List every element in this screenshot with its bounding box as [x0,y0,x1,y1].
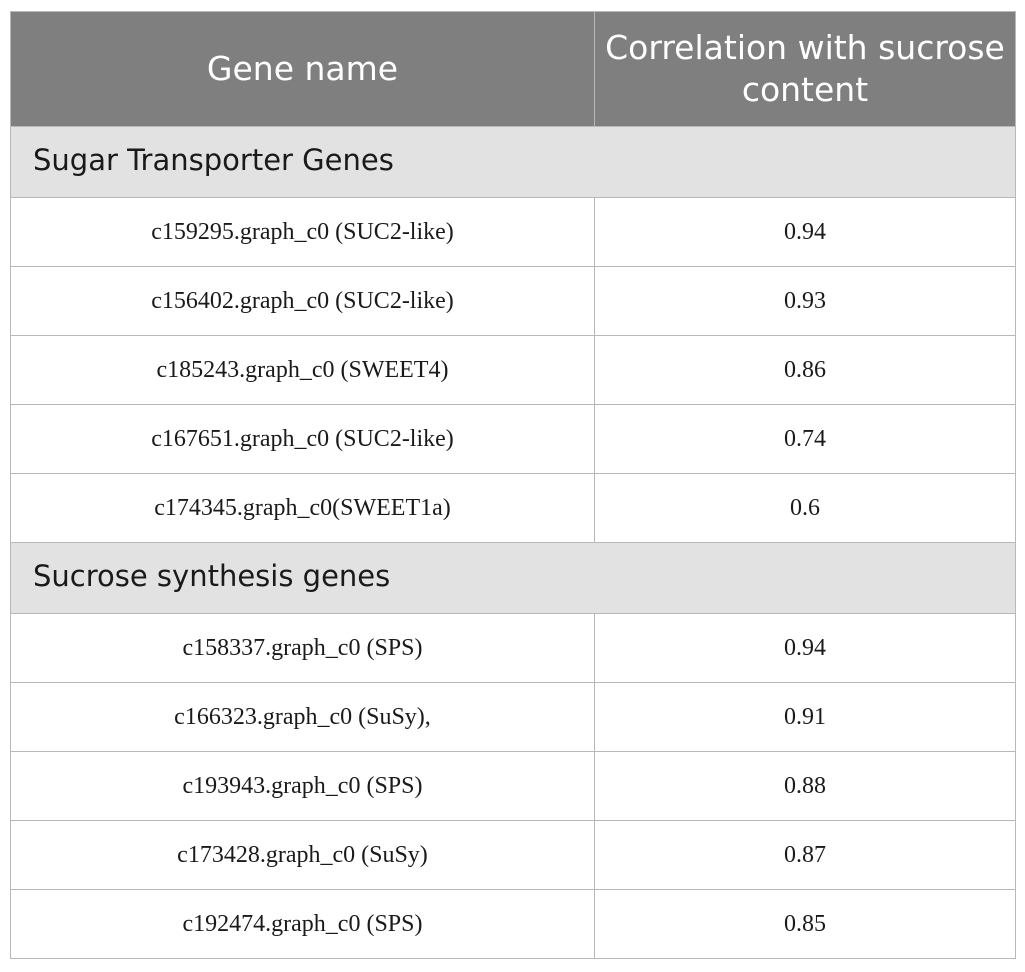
table-row: c185243.graph_c0 (SWEET4) 0.86 [10,335,1016,405]
table-row: c174345.graph_c0(SWEET1a) 0.6 [10,473,1016,543]
section-title: Sugar Transporter Genes [10,126,1016,198]
table-row: c158337.graph_c0 (SPS) 0.94 [10,613,1016,683]
header-gene-name: Gene name [10,11,595,127]
correlation-cell: 0.91 [594,682,1016,752]
section-row-sucrose-synthesis: Sucrose synthesis genes [10,542,1016,614]
gene-name-cell: c166323.graph_c0 (SuSy), [10,682,595,752]
table-row: c193943.graph_c0 (SPS) 0.88 [10,751,1016,821]
correlation-cell: 0.86 [594,335,1016,405]
correlation-cell: 0.93 [594,266,1016,336]
gene-name-cell: c156402.graph_c0 (SUC2-like) [10,266,595,336]
table-row: c167651.graph_c0 (SUC2-like) 0.74 [10,404,1016,474]
table-row: c166323.graph_c0 (SuSy), 0.91 [10,682,1016,752]
gene-name-cell: c192474.graph_c0 (SPS) [10,889,595,959]
gene-name-cell: c193943.graph_c0 (SPS) [10,751,595,821]
gene-name-cell: c167651.graph_c0 (SUC2-like) [10,404,595,474]
gene-name-cell: c185243.graph_c0 (SWEET4) [10,335,595,405]
table-header-row: Gene name Correlation with sucrose conte… [10,11,1016,127]
correlation-cell: 0.94 [594,197,1016,267]
header-correlation: Correlation with sucrose content [594,11,1016,127]
gene-name-cell: c158337.graph_c0 (SPS) [10,613,595,683]
gene-name-cell: c173428.graph_c0 (SuSy) [10,820,595,890]
correlation-cell: 0.85 [594,889,1016,959]
correlation-cell: 0.87 [594,820,1016,890]
table-row: c156402.graph_c0 (SUC2-like) 0.93 [10,266,1016,336]
correlation-cell: 0.88 [594,751,1016,821]
table-row: c173428.graph_c0 (SuSy) 0.87 [10,820,1016,890]
gene-name-cell: c174345.graph_c0(SWEET1a) [10,473,595,543]
table-row: c192474.graph_c0 (SPS) 0.85 [10,889,1016,959]
correlation-cell: 0.6 [594,473,1016,543]
table-row: c159295.graph_c0 (SUC2-like) 0.94 [10,197,1016,267]
correlation-cell: 0.94 [594,613,1016,683]
section-title: Sucrose synthesis genes [10,542,1016,614]
section-row-sugar-transporter: Sugar Transporter Genes [10,126,1016,198]
gene-correlation-table: Gene name Correlation with sucrose conte… [10,11,1016,959]
correlation-cell: 0.74 [594,404,1016,474]
gene-name-cell: c159295.graph_c0 (SUC2-like) [10,197,595,267]
